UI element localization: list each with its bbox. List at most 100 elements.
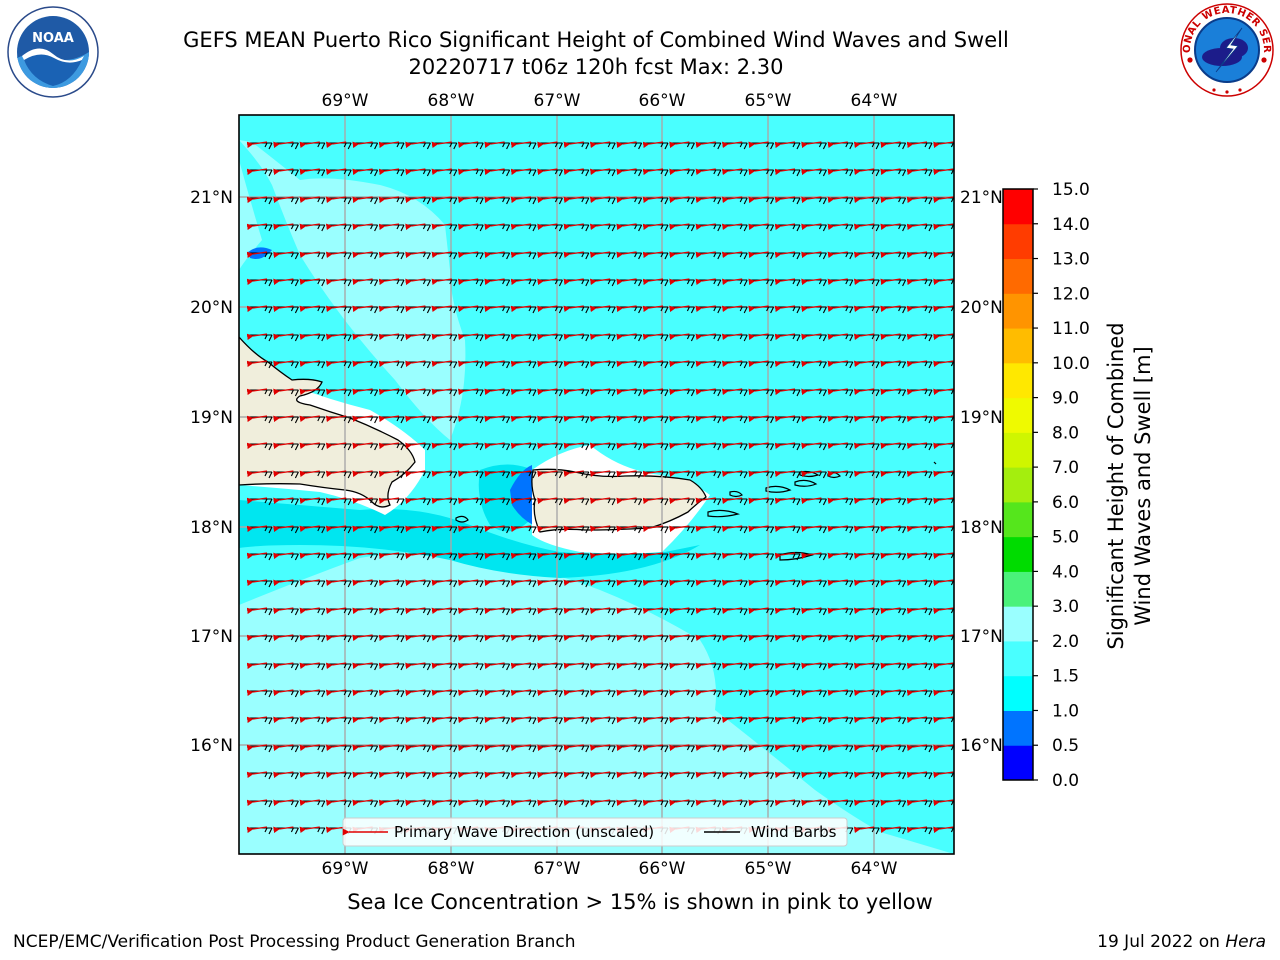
wave-arrow-20	[774, 141, 796, 149]
wave-arrow-13	[589, 141, 611, 149]
wave-arrow-30	[325, 168, 347, 176]
wave-arrow-120	[563, 251, 584, 259]
wave-arrow-103	[827, 223, 848, 231]
wave-arrow-18	[721, 141, 743, 149]
colorbar-tick-12: 10.0	[1052, 354, 1090, 374]
wave-arrow-90	[484, 223, 505, 231]
colorbar-swatch-6	[1003, 536, 1033, 572]
colorbar-tick-13: 11.0	[1052, 319, 1090, 339]
colorbar-tick-10: 8.0	[1052, 423, 1079, 443]
wave-arrow-89	[457, 223, 479, 231]
wave-arrow-133	[906, 251, 928, 259]
wave-arrow-158	[853, 278, 875, 286]
colorbar-swatch-4	[1003, 606, 1033, 642]
wave-arrow-29	[299, 168, 320, 176]
wave-arrow-102	[801, 223, 822, 231]
wave-arrow-184	[827, 305, 848, 313]
colorbar-tick-8: 6.0	[1052, 493, 1079, 513]
wave-arrow-155	[774, 278, 796, 286]
wave-arrow-57	[325, 196, 347, 204]
wave-arrow-45	[721, 168, 743, 176]
wave-arrow-35	[457, 168, 479, 176]
legend-wind-barbs: Wind Barbs	[751, 823, 837, 841]
wave-arrow-24	[880, 141, 901, 149]
footer-host: Hera	[1225, 932, 1266, 952]
nws-logo: NATIONAL WEATHER SERVICE	[1176, 2, 1274, 97]
colorbar-swatch-0	[1003, 745, 1033, 781]
lat-label-left-0: 21°N	[190, 188, 233, 208]
legend-wave-direction: Primary Wave Direction (unscaled)	[394, 823, 654, 841]
wave-arrow-78	[880, 196, 901, 204]
wave-arrow-128	[774, 251, 796, 259]
wave-arrow-5	[378, 141, 400, 149]
lat-label-right-4: 17°N	[960, 627, 1003, 647]
wave-arrow-43	[669, 168, 690, 176]
wave-arrow-40	[589, 168, 611, 176]
wave-arrow-147	[563, 278, 584, 286]
wave-arrow-104	[853, 223, 875, 231]
lat-label-right-3: 18°N	[960, 518, 1003, 538]
wave-band-south-coast	[239, 500, 700, 578]
lon-label-bottom-1: 68°W	[428, 859, 475, 879]
wave-arrow-65	[537, 196, 558, 204]
map-legend: Primary Wave Direction (unscaled) Wind B…	[342, 817, 848, 847]
wave-arrow-124	[669, 251, 690, 259]
colorbar-tick-7: 5.0	[1052, 528, 1079, 548]
wave-arrow-93	[563, 223, 584, 231]
lon-label-bottom-2: 67°W	[534, 859, 581, 879]
wave-arrow-143	[457, 278, 479, 286]
footer-credit: NCEP/EMC/Verification Post Processing Pr…	[13, 932, 576, 952]
wave-arrow-79	[906, 196, 928, 204]
wave-arrow-176	[616, 305, 637, 313]
lon-label-bottom-5: 64°W	[851, 859, 898, 879]
lon-label-top-4: 65°W	[745, 91, 792, 111]
wave-arrow-136	[273, 278, 294, 286]
wave-arrow-58	[352, 196, 373, 204]
colorbar-swatch-2	[1003, 675, 1033, 711]
wave-arrow-44	[695, 168, 716, 176]
colorbar-tick-11: 9.0	[1052, 389, 1079, 409]
wave-arrow-179	[695, 305, 716, 313]
lon-label-bottom-3: 66°W	[639, 859, 686, 879]
wave-arrow-49	[827, 168, 848, 176]
wave-arrow-76	[827, 196, 848, 204]
wave-arrow-163	[273, 305, 294, 313]
wave-arrow-21	[801, 141, 822, 149]
wave-arrow-54	[246, 196, 268, 204]
lat-label-right-2: 19°N	[960, 408, 1003, 428]
colorbar-swatch-8	[1003, 467, 1033, 503]
colorbar-swatch-12	[1003, 328, 1033, 364]
wave-arrow-15	[642, 141, 664, 149]
wave-arrow-53	[933, 168, 954, 176]
wave-arrow-38	[537, 168, 558, 176]
wave-arrow-73	[748, 196, 769, 204]
wave-band-south-light	[239, 551, 954, 854]
wave-arrow-37	[510, 168, 532, 176]
colorbar-swatch-15	[1003, 223, 1033, 260]
wave-arrow-117	[484, 251, 505, 259]
wave-arrow-82	[273, 223, 294, 231]
wave-arrow-86	[378, 223, 400, 231]
wave-arrow-70	[669, 196, 690, 204]
wave-arrow-138	[325, 278, 347, 286]
wave-arrow-26	[933, 141, 954, 149]
wave-arrow-109	[273, 251, 294, 259]
wave-arrow-19	[748, 141, 769, 149]
wave-arrow-174	[563, 305, 584, 313]
wave-arrow-111	[325, 251, 347, 259]
wave-arrow-150	[642, 278, 664, 286]
wave-arrow-177	[642, 305, 664, 313]
wave-arrow-171	[484, 305, 505, 313]
wave-arrow-9	[484, 141, 505, 149]
wave-arrow-152	[695, 278, 716, 286]
wave-arrow-161	[933, 278, 954, 286]
wave-arrow-169	[431, 305, 452, 313]
wave-arrow-165	[325, 305, 347, 313]
wave-arrow-168	[405, 305, 426, 313]
lat-label-left-2: 19°N	[190, 408, 233, 428]
wave-arrow-123	[642, 251, 664, 259]
colorbar-title-line1: Significant Height of Combined	[1104, 322, 1128, 649]
wave-arrow-114	[405, 251, 426, 259]
wave-arrow-39	[563, 168, 584, 176]
colorbar-tick-1: 0.5	[1052, 736, 1079, 756]
